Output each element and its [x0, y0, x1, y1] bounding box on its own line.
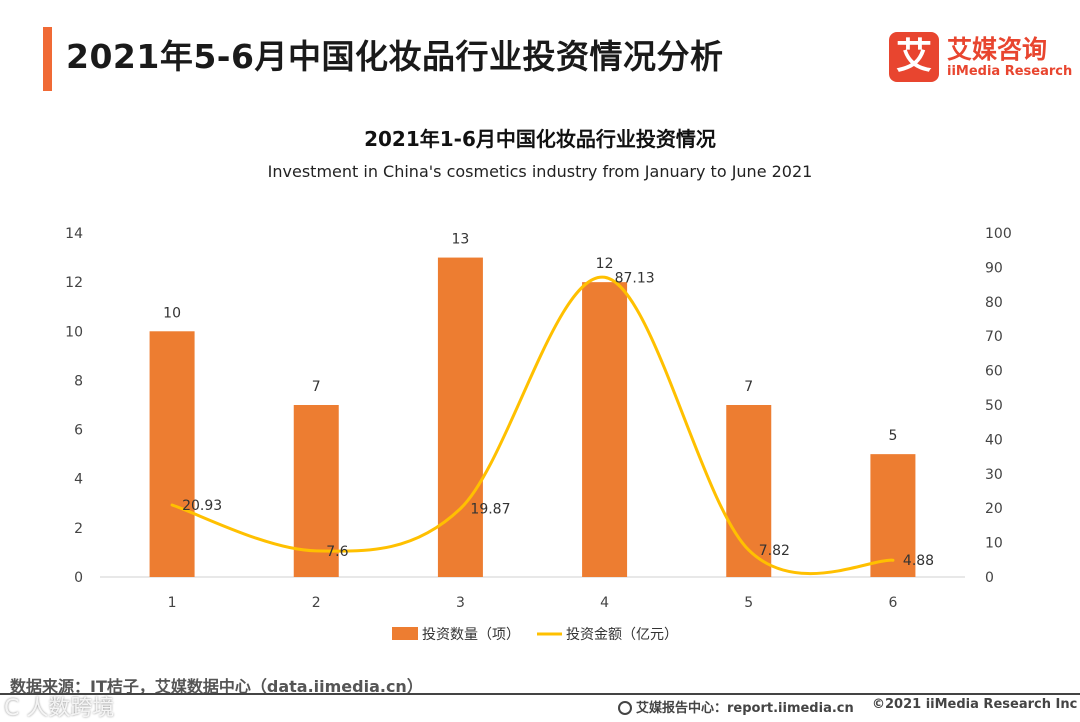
report-center-link[interactable]: 艾媒报告中心：report.iimedia.cn	[618, 697, 854, 716]
x-axis-tick: 1	[168, 595, 177, 611]
left-axis-tick: 2	[74, 521, 83, 537]
logo-name-en: iiMedia Research	[947, 64, 1073, 79]
right-axis-tick: 40	[985, 432, 1003, 448]
bar-value-label: 13	[452, 232, 470, 248]
line-value-label: 7.6	[326, 544, 348, 560]
right-axis-tick: 90	[985, 260, 1003, 276]
bar-value-label: 7	[744, 379, 753, 395]
bar	[582, 282, 628, 577]
legend-bar-label: 投资数量（项）	[422, 627, 520, 643]
title-accent-bar	[43, 27, 52, 91]
logo-mark: 艾	[889, 32, 939, 82]
line-value-label: 87.13	[615, 270, 655, 286]
left-axis-tick: 14	[65, 226, 83, 242]
footer-divider	[0, 693, 1080, 695]
legend-bar-swatch	[392, 627, 418, 640]
legend-line-label: 投资金额（亿元）	[566, 627, 678, 643]
line-series	[170, 275, 895, 576]
copyright: ©2021 iiMedia Research Inc	[872, 697, 1078, 712]
right-axis-tick: 10	[985, 536, 1003, 552]
report-center-text: 艾媒报告中心：report.iimedia.cn	[636, 701, 854, 716]
bar-value-label: 12	[596, 256, 614, 272]
chart-subtitle: Investment in China's cosmetics industry…	[267, 162, 813, 181]
left-axis-tick: 10	[65, 324, 83, 340]
right-axis-tick: 50	[985, 398, 1003, 414]
watermark: C 人数跨境	[4, 696, 115, 721]
right-axis-tick: 80	[985, 295, 1003, 311]
right-axis-tick: 70	[985, 329, 1003, 345]
bar	[870, 454, 916, 577]
globe-icon	[618, 701, 632, 715]
logo-name-cn: 艾媒咨询	[947, 35, 1048, 64]
bar-value-label: 7	[312, 379, 321, 395]
left-axis-tick: 12	[65, 275, 83, 291]
bar-value-label: 5	[888, 428, 897, 444]
right-axis-tick: 20	[985, 501, 1003, 517]
x-axis-tick: 5	[744, 595, 753, 611]
x-axis-tick: 4	[600, 595, 609, 611]
right-axis-tick: 60	[985, 364, 1003, 380]
right-axis-tick: 30	[985, 467, 1003, 483]
data-source: 数据来源：IT桔子，艾媒数据中心（data.iimedia.cn）	[10, 677, 423, 696]
bar	[149, 331, 195, 577]
line-value-label: 7.82	[759, 543, 790, 559]
bar	[437, 257, 483, 577]
right-axis-tick: 100	[985, 226, 1012, 242]
x-axis-tick: 2	[312, 595, 321, 611]
chart-title: 2021年1-6月中国化妆品行业投资情况	[364, 127, 716, 151]
line-value-label: 4.88	[903, 553, 934, 569]
left-axis-tick: 4	[74, 472, 83, 488]
x-axis-tick: 6	[888, 595, 897, 611]
x-axis-tick: 3	[456, 595, 465, 611]
left-axis-tick: 8	[74, 373, 83, 389]
line-value-label: 19.87	[470, 502, 510, 518]
bar-value-label: 10	[163, 305, 181, 321]
iimedia-logo[interactable]: 艾 艾媒咨询 iiMedia Research	[889, 30, 1072, 86]
right-axis-tick: 0	[985, 570, 994, 586]
left-axis-tick: 0	[74, 570, 83, 586]
line-value-label: 20.93	[182, 498, 222, 514]
left-axis-tick: 6	[74, 423, 83, 439]
page-title: 2021年5-6月中国化妆品行业投资情况分析	[66, 37, 724, 76]
